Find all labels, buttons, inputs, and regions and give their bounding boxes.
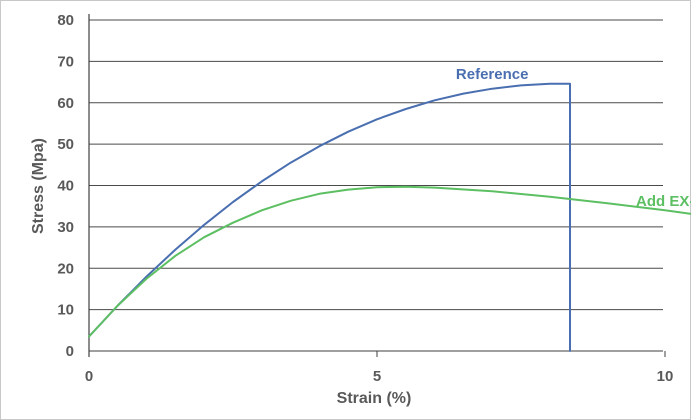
axes bbox=[88, 14, 666, 357]
y-tick-label-50: 50 bbox=[57, 136, 74, 153]
series-label-add-ex-991l: Add EX-991L bbox=[636, 193, 691, 210]
y-axis-title: Stress (Mpa) bbox=[30, 138, 47, 234]
series-lines bbox=[88, 82, 691, 352]
x-tick-label-10: 10 bbox=[657, 368, 674, 385]
y-tick-label-30: 30 bbox=[57, 219, 74, 236]
y-tick-label-70: 70 bbox=[57, 53, 74, 70]
y-tick-label-80: 80 bbox=[57, 12, 74, 29]
x-tick-label-0: 0 bbox=[85, 368, 93, 385]
series-labels: Reference Add EX-991L bbox=[456, 66, 691, 210]
y-tick-label-0: 0 bbox=[66, 343, 74, 360]
y-tick-label-20: 20 bbox=[57, 260, 74, 277]
x-tick-labels: 051015 bbox=[85, 368, 674, 385]
series-line-reference bbox=[88, 82, 571, 352]
y-tick-label-40: 40 bbox=[57, 178, 74, 195]
x-axis-title: Strain (%) bbox=[337, 390, 412, 407]
y-tick-labels: 0 10 20 30 40 50 60 70 80 bbox=[57, 12, 74, 360]
x-tick-label-5: 5 bbox=[373, 368, 381, 385]
y-tick-label-60: 60 bbox=[57, 95, 74, 112]
series-line-add-ex-991l bbox=[88, 185, 691, 338]
series-label-reference: Reference bbox=[456, 66, 529, 83]
y-tick-label-10: 10 bbox=[57, 302, 74, 319]
gridlines bbox=[89, 19, 663, 352]
